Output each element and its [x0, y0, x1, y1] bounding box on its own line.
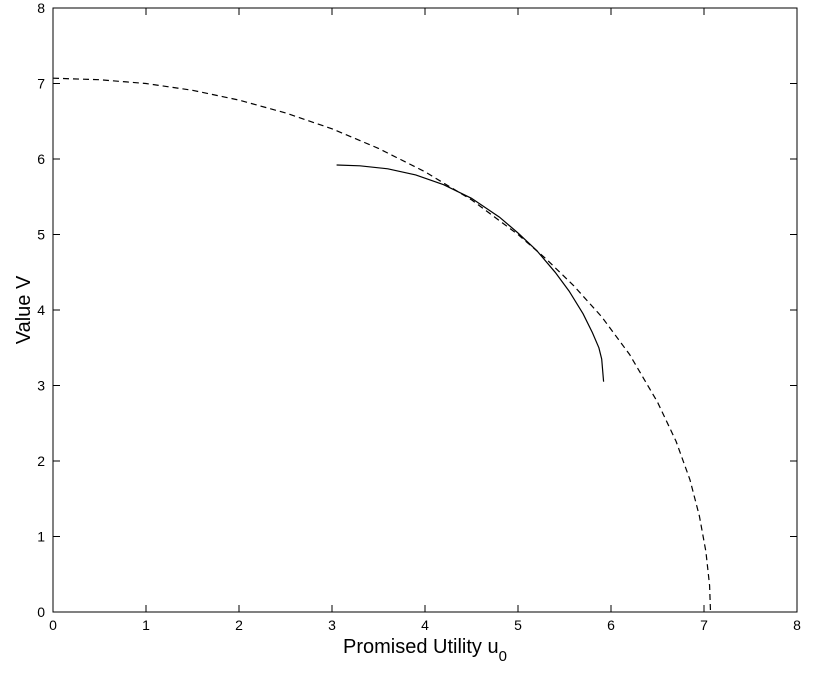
y-tick-label: 8 [37, 0, 45, 16]
y-tick-label: 2 [37, 453, 45, 469]
y-tick-label: 5 [37, 227, 45, 243]
y-tick-labels: 0 1 2 3 4 5 6 7 8 [37, 0, 45, 620]
x-tick-labels: 0 1 2 3 4 5 6 7 8 [49, 617, 801, 633]
y-axis-label: Value V [13, 275, 35, 344]
tick-marks [52, 7, 798, 613]
x-tick-label: 2 [235, 617, 243, 633]
x-tick-label: 0 [49, 617, 57, 633]
y-tick-label: 3 [37, 378, 45, 394]
dashed-series-line [52, 77, 712, 613]
x-tick-label: 6 [607, 617, 615, 633]
x-tick-label: 5 [514, 617, 522, 633]
y-tick-label: 1 [37, 529, 45, 545]
plot-frame [52, 7, 798, 613]
x-axis-label: Promised Utility u0 [343, 636, 507, 665]
x-tick-label: 7 [700, 617, 708, 633]
series-lines [52, 77, 712, 613]
x-tick-label: 4 [421, 617, 429, 633]
y-tick-label: 4 [37, 302, 45, 318]
x-tick-label: 8 [793, 617, 801, 633]
y-tick-label: 0 [37, 604, 45, 620]
y-tick-label: 7 [37, 76, 45, 92]
x-axis-label-subscript: 0 [499, 648, 507, 665]
y-tick-label: 6 [37, 151, 45, 167]
x-tick-label: 1 [142, 617, 150, 633]
x-tick-label: 3 [328, 617, 336, 633]
solid-series-line [336, 164, 605, 382]
